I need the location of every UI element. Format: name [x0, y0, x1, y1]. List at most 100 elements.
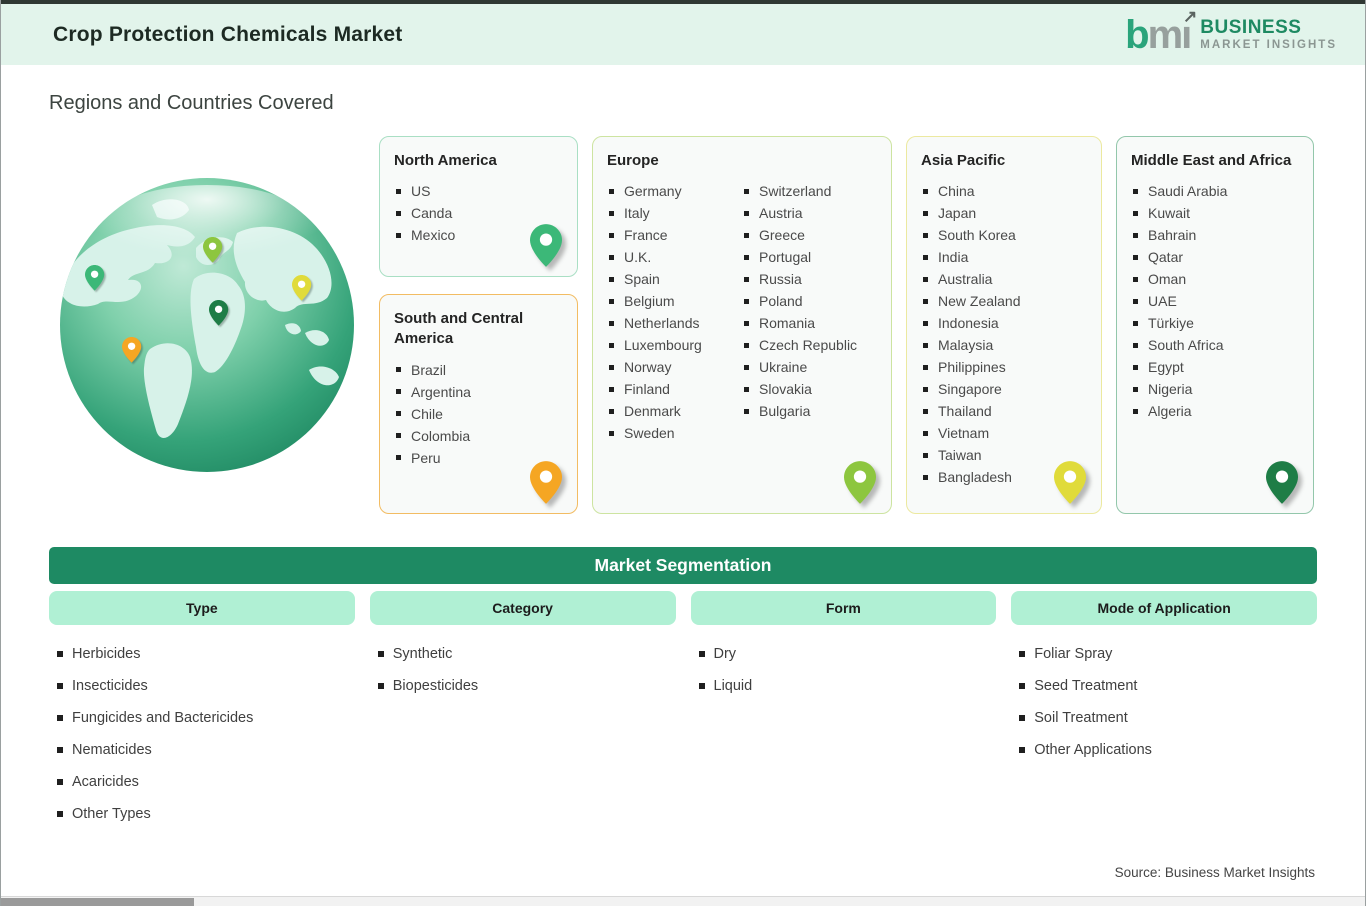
bullet-icon [744, 276, 749, 282]
globe-icon [60, 178, 354, 472]
bullet-icon [744, 298, 749, 304]
country-item: Philippines [921, 356, 1087, 378]
bullet-icon [609, 408, 614, 414]
globe-pin-europe-icon [203, 237, 223, 263]
bullet-icon [1133, 210, 1138, 216]
country-item: Algeria [1131, 400, 1299, 422]
country-item: U.K. [607, 246, 742, 268]
segment-item: Soil Treatment [1019, 702, 1317, 734]
country-item: India [921, 246, 1087, 268]
bullet-icon [744, 210, 749, 216]
top-border-strip [1, 0, 1365, 4]
bullet-icon [923, 452, 928, 458]
map-pin-icon [530, 461, 562, 504]
bullet-icon [396, 433, 401, 438]
source-note: Source: Business Market Insights [1114, 865, 1315, 880]
country-list: Brazil Argentina Chile Colombia Peru [394, 359, 563, 469]
region-card-middle-east-africa: Middle East and Africa Saudi Arabia Kuwai… [1116, 136, 1314, 514]
bullet-icon [1133, 276, 1138, 282]
bullet-icon [923, 364, 928, 370]
horizontal-scrollbar[interactable] [1, 896, 1365, 906]
country-item: Luxembourg [607, 334, 742, 356]
bullet-icon [923, 408, 928, 414]
region-title: Middle East and Africa [1131, 152, 1292, 169]
country-item: Türkiye [1131, 312, 1299, 334]
country-item: Belgium [607, 290, 742, 312]
country-list: Saudi Arabia Kuwait Bahrain Qatar Oman UAE Tür… [1131, 180, 1299, 422]
segment-item: Liquid [698, 670, 997, 702]
country-list: US Canda Mexico [394, 180, 563, 246]
region-title: Asia Pacific [921, 152, 1006, 169]
bullet-icon [1019, 715, 1026, 721]
country-item: Sweden [607, 422, 742, 444]
segment-item: Other Applications [1019, 734, 1317, 766]
country-item: Bangladesh [921, 466, 1087, 488]
section-title: Regions and Countries Covered [49, 92, 334, 114]
region-card-asia-pacific: Asia Pacific China Japan South Korea India A… [906, 136, 1102, 514]
segment-column-mode-of-application: Mode of Application Foliar Spray Seed Tre… [1011, 591, 1317, 830]
globe-illustration [49, 136, 365, 514]
country-item: Austria [742, 202, 877, 224]
country-item: Bulgaria [742, 400, 877, 422]
europe-country-columns: Germany Italy France U.K. Spain Belgium Nether… [607, 180, 877, 444]
country-item: Ukraine [742, 356, 877, 378]
bullet-icon [1133, 408, 1138, 414]
bullet-icon [923, 430, 928, 436]
bullet-icon [396, 210, 401, 216]
region-card-north-america: North America US Canda Mexico [379, 136, 578, 277]
region-card-south-central-america: South and Central America Brazil Argentin… [379, 294, 578, 514]
bullet-icon [1133, 232, 1138, 238]
bullet-icon [923, 298, 928, 304]
bullet-icon [744, 188, 749, 194]
content: Regions and Countries Covered [1, 92, 1365, 830]
bullet-icon [57, 715, 63, 721]
bullet-icon [744, 232, 749, 238]
country-item: Argentina [394, 381, 563, 403]
country-item: Chile [394, 403, 563, 425]
bullet-icon [609, 276, 614, 282]
country-item: New Zealand [921, 290, 1087, 312]
bullet-icon [609, 430, 614, 436]
segment-item: Acaricides [57, 766, 355, 798]
bullet-icon [1133, 298, 1138, 304]
bullet-icon [57, 779, 63, 785]
bullet-icon [377, 651, 384, 657]
bmi-logo-mark-icon: bmı ↗ [1125, 6, 1198, 57]
bullet-icon [57, 811, 63, 817]
bullet-icon [1133, 364, 1138, 370]
bullet-icon [1019, 683, 1026, 689]
bullet-icon [698, 651, 705, 657]
scrollbar-thumb[interactable] [1, 898, 194, 906]
country-item: Portugal [742, 246, 877, 268]
segment-column-category: Category Synthetic Biopesticides [369, 591, 676, 830]
bullet-icon [744, 254, 749, 260]
globe-pin-north-america-icon [85, 265, 105, 291]
segment-header: Type [49, 591, 355, 625]
bullet-icon [396, 232, 401, 238]
bullet-icon [609, 232, 614, 238]
logo-arrow-icon: ↗ [1183, 6, 1198, 26]
country-item: Peru [394, 447, 563, 469]
country-item: UAE [1131, 290, 1299, 312]
region-title: South and Central America [394, 310, 524, 348]
bullet-icon [923, 342, 928, 348]
segment-item: Herbicides [57, 638, 355, 670]
bullet-icon [609, 210, 614, 216]
country-item: Japan [921, 202, 1087, 224]
country-item: Egypt [1131, 356, 1299, 378]
country-item: Poland [742, 290, 877, 312]
bullet-icon [923, 474, 928, 480]
bullet-icon [923, 320, 928, 326]
bullet-icon [744, 386, 749, 392]
bullet-icon [1133, 188, 1138, 194]
country-item: Australia [921, 268, 1087, 290]
segment-item: Biopesticides [377, 670, 676, 702]
country-item: Spain [607, 268, 742, 290]
country-item: US [394, 180, 563, 202]
country-item: Kuwait [1131, 202, 1299, 224]
bullet-icon [1133, 254, 1138, 260]
header: Crop Protection Chemicals Market bmı ↗ BU… [1, 4, 1365, 65]
bullet-icon [1133, 320, 1138, 326]
country-item: Netherlands [607, 312, 742, 334]
region-title: Europe [607, 152, 659, 169]
